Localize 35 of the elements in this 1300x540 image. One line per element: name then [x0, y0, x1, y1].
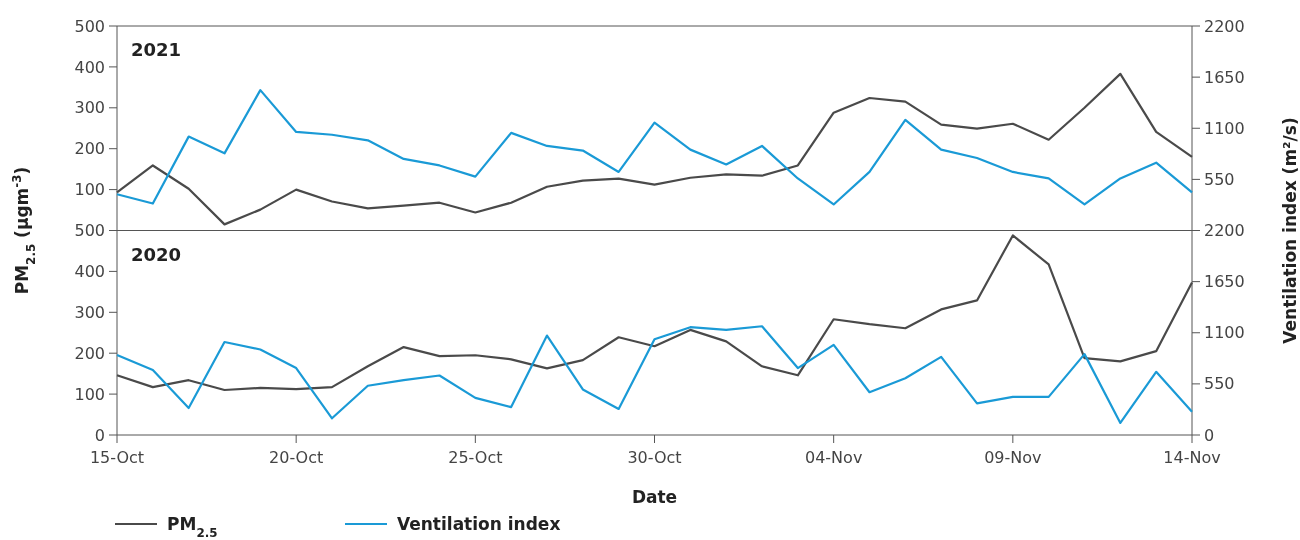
x-axis-title: Date — [631, 487, 678, 507]
y2-tick-label: 2200 — [1204, 221, 1245, 241]
line-series — [115, 325, 1194, 425]
x-tick-label: 20-Oct — [269, 448, 324, 467]
y-tick-label: 400 — [74, 262, 105, 281]
y-tick-label: 300 — [74, 302, 105, 322]
text: 2020 — [131, 243, 182, 265]
text: 2021 — [131, 39, 182, 60]
y-tick-label: 500 — [74, 16, 105, 36]
legend-label: Ventilation index — [397, 513, 561, 534]
y2-tick-label: 1650 — [1204, 67, 1245, 87]
x-tick-label: 04-Nov — [804, 448, 863, 467]
y-tick-label: 200 — [74, 139, 105, 159]
y2-tick-label: 550 — [1204, 374, 1235, 394]
x-tick-label: 15-Oct — [89, 448, 145, 467]
y2-tick-label: 0 — [1204, 425, 1215, 445]
y-tick-label: 0 — [94, 425, 105, 445]
legend-label: PM$_{2.5}$ — [167, 513, 218, 540]
y-tick-label: 200 — [74, 343, 105, 363]
y-tick-label: 500 — [74, 221, 105, 241]
x-tick-label: 25-Oct — [448, 448, 503, 467]
x-tick-label: 14-Nov — [1163, 448, 1221, 467]
y2-tick-label: 1100 — [1204, 323, 1245, 343]
y-tick-label: 400 — [74, 57, 105, 77]
y2-tick-label: 1100 — [1204, 118, 1245, 138]
y-tick-label: 100 — [74, 180, 105, 200]
y2-axis-title: Ventilation index (m²/s) — [1280, 117, 1300, 344]
y2-tick-label: 550 — [1204, 169, 1235, 189]
x-tick-label: 09-Nov — [984, 448, 1042, 467]
y-tick-label: 300 — [74, 98, 105, 118]
y-tick-label: 100 — [74, 384, 105, 404]
y2-tick-label: 2200 — [1204, 16, 1245, 36]
x-tick-label: 30-Oct — [627, 448, 682, 467]
line-series — [115, 89, 1194, 206]
y2-tick-label: 1650 — [1204, 272, 1245, 292]
